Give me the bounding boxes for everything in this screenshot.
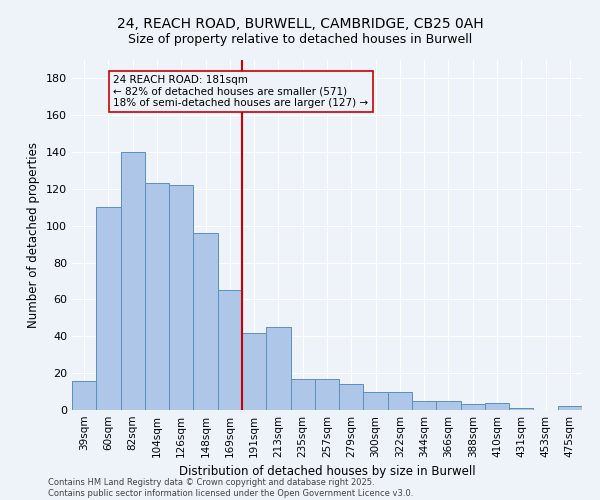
Bar: [242, 332, 266, 410]
Bar: [364, 392, 388, 410]
Bar: [412, 401, 436, 410]
Bar: [266, 327, 290, 410]
Text: 24, REACH ROAD, BURWELL, CAMBRIDGE, CB25 0AH: 24, REACH ROAD, BURWELL, CAMBRIDGE, CB25…: [116, 18, 484, 32]
Bar: [509, 408, 533, 410]
Bar: [169, 186, 193, 410]
Bar: [461, 404, 485, 410]
Bar: [388, 392, 412, 410]
Bar: [290, 378, 315, 410]
Bar: [121, 152, 145, 410]
Bar: [436, 401, 461, 410]
Bar: [485, 402, 509, 410]
Text: 24 REACH ROAD: 181sqm
← 82% of detached houses are smaller (571)
18% of semi-det: 24 REACH ROAD: 181sqm ← 82% of detached …: [113, 74, 368, 108]
Bar: [315, 378, 339, 410]
X-axis label: Distribution of detached houses by size in Burwell: Distribution of detached houses by size …: [179, 466, 475, 478]
Bar: [558, 406, 582, 410]
Bar: [218, 290, 242, 410]
Text: Contains HM Land Registry data © Crown copyright and database right 2025.
Contai: Contains HM Land Registry data © Crown c…: [48, 478, 413, 498]
Bar: [145, 184, 169, 410]
Y-axis label: Number of detached properties: Number of detached properties: [28, 142, 40, 328]
Bar: [339, 384, 364, 410]
Bar: [193, 233, 218, 410]
Bar: [72, 380, 96, 410]
Bar: [96, 208, 121, 410]
Text: Size of property relative to detached houses in Burwell: Size of property relative to detached ho…: [128, 32, 472, 46]
